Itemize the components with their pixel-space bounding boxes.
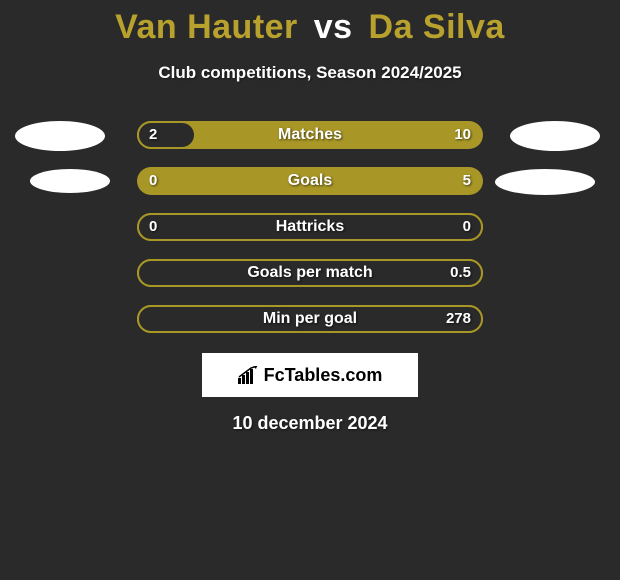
- player1-avatar-bottom: [30, 169, 110, 193]
- stat-right-value: 278: [446, 305, 471, 333]
- stat-bar-fill: [137, 121, 196, 149]
- stat-left-value: 0: [149, 167, 157, 195]
- player2-name: Da Silva: [369, 8, 505, 46]
- stat-row: 2 Matches 10: [137, 121, 483, 149]
- stat-bar-fill: [137, 213, 483, 241]
- stat-bar-fill: [137, 305, 483, 333]
- stat-bar-fill: [137, 259, 483, 287]
- stat-right-value: 0: [463, 213, 471, 241]
- subtitle: Club competitions, Season 2024/2025: [0, 63, 620, 83]
- stat-right-value: 0.5: [450, 259, 471, 287]
- player2-avatar-top: [510, 121, 600, 151]
- stat-left-value: 0: [149, 213, 157, 241]
- stat-row: Min per goal 278: [137, 305, 483, 333]
- player2-avatar-bottom: [495, 169, 595, 195]
- vs-label: vs: [314, 8, 353, 46]
- stat-right-value: 5: [463, 167, 471, 195]
- stat-row: 0 Hattricks 0: [137, 213, 483, 241]
- page-title: Van Hauter vs Da Silva: [0, 0, 620, 47]
- player1-name: Van Hauter: [115, 8, 298, 46]
- comparison-widget: Van Hauter vs Da Silva Club competitions…: [0, 0, 620, 580]
- stat-left-value: 2: [149, 121, 157, 149]
- brand-text: FcTables.com: [264, 365, 383, 386]
- player1-avatar-top: [15, 121, 105, 151]
- stat-row: Goals per match 0.5: [137, 259, 483, 287]
- date-label: 10 december 2024: [0, 413, 620, 434]
- stats-section: 2 Matches 10 0 Goals 5 0 Hattricks 0 Goa…: [0, 121, 620, 333]
- brand-box[interactable]: FcTables.com: [202, 353, 418, 397]
- chart-icon: [238, 366, 260, 384]
- stat-right-value: 10: [454, 121, 471, 149]
- stat-bar-bg: [137, 167, 483, 195]
- stat-row: 0 Goals 5: [137, 167, 483, 195]
